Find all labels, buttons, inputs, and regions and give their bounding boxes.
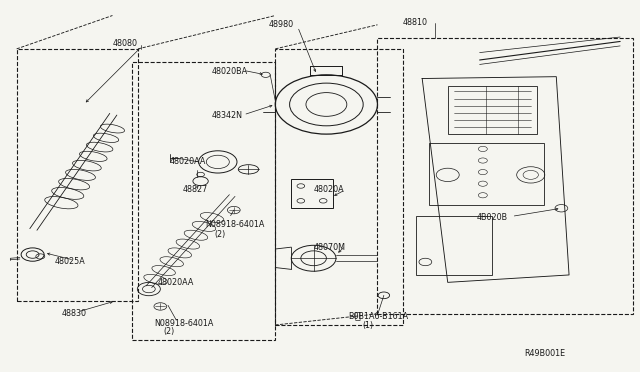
Text: 48980: 48980	[269, 20, 294, 29]
Text: 48080: 48080	[113, 39, 138, 48]
Bar	[291, 179, 333, 208]
Text: 48025A: 48025A	[55, 257, 86, 266]
Text: 48342N: 48342N	[211, 111, 243, 120]
Text: 4B020B: 4B020B	[476, 213, 508, 222]
Text: R49B001E: R49B001E	[524, 349, 566, 358]
Text: 48020BA: 48020BA	[211, 67, 248, 76]
Bar	[275, 49, 403, 325]
Bar	[132, 62, 275, 340]
Text: (2): (2)	[164, 327, 175, 336]
Text: Ⓑ: Ⓑ	[354, 310, 360, 320]
Bar	[378, 38, 633, 314]
Text: 48020AA: 48020AA	[170, 157, 206, 166]
Text: 48810: 48810	[403, 19, 428, 28]
Text: (2): (2)	[214, 230, 226, 239]
Text: 48830: 48830	[61, 310, 86, 318]
Text: 48070M: 48070M	[314, 243, 346, 251]
Text: B0B1A6-B161A: B0B1A6-B161A	[349, 312, 409, 321]
Text: N08918-6401A: N08918-6401A	[154, 319, 213, 328]
Text: N08918-6401A: N08918-6401A	[205, 221, 264, 230]
Bar	[429, 143, 543, 205]
Bar	[17, 49, 138, 301]
Bar	[448, 86, 537, 134]
Text: 48020AA: 48020AA	[157, 278, 193, 287]
Text: 48020A: 48020A	[314, 185, 344, 194]
Text: (1): (1)	[363, 321, 374, 330]
Text: 48827: 48827	[182, 185, 208, 194]
Bar	[416, 216, 492, 275]
